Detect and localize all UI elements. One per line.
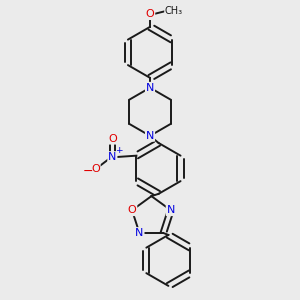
Text: O: O [128,205,136,215]
Text: N: N [146,131,154,141]
Text: O: O [146,9,154,19]
Text: +: + [115,146,122,155]
Text: O: O [108,134,117,144]
Text: O: O [91,164,100,174]
Text: N: N [146,83,154,93]
Text: −: − [82,165,93,178]
Text: N: N [108,152,117,162]
Text: N: N [135,228,144,238]
Text: N: N [167,205,175,215]
Text: CH₃: CH₃ [165,6,183,16]
